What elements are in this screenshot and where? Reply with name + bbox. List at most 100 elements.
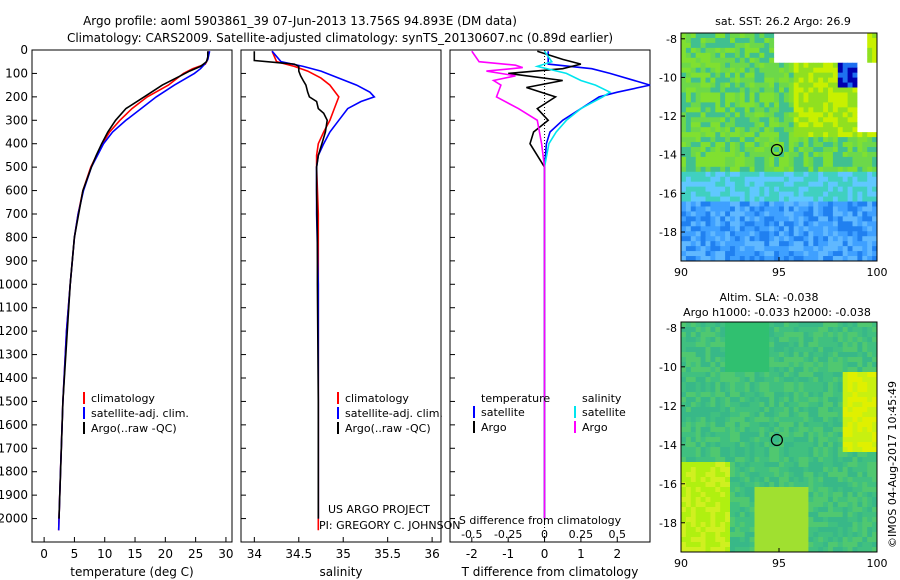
map-cell <box>681 402 687 408</box>
map-cell <box>808 492 814 498</box>
map-cell <box>793 112 799 118</box>
map-cell <box>720 132 726 138</box>
map-cell <box>734 327 741 333</box>
map-cell <box>695 507 701 513</box>
map-cell <box>828 447 834 453</box>
y-tick-label: -10 <box>659 361 677 374</box>
map-cell <box>798 402 804 408</box>
map-cell <box>705 492 711 498</box>
map-cell <box>710 437 716 443</box>
map-cell <box>690 337 697 343</box>
map-cell <box>769 382 775 388</box>
map-cell <box>847 161 853 168</box>
map-cell <box>793 342 799 348</box>
map-cell <box>720 92 726 98</box>
map-cell <box>685 497 692 503</box>
map-cell <box>730 221 736 227</box>
map-cell <box>744 392 750 398</box>
map-cell <box>798 166 804 173</box>
map-cell <box>852 62 858 69</box>
map-cell <box>720 77 726 83</box>
map-cell <box>769 367 775 373</box>
map-cell <box>774 231 780 237</box>
map-cell <box>813 156 819 163</box>
map-cell <box>847 452 853 458</box>
map-cell <box>798 437 804 443</box>
map-cell <box>759 226 765 232</box>
map-cell <box>808 236 814 242</box>
map-cell <box>832 156 839 163</box>
map-cell <box>769 362 775 368</box>
map-cell <box>852 497 858 503</box>
map-cell <box>734 397 741 403</box>
map-cell <box>828 77 834 83</box>
map-cell <box>828 512 834 518</box>
map-cell <box>867 117 873 123</box>
map-cell <box>710 151 716 158</box>
map-cell <box>749 127 755 133</box>
y-tick-label: -14 <box>659 439 677 452</box>
map-cell <box>774 42 780 49</box>
map-cell <box>813 37 819 44</box>
map-cell <box>837 37 844 44</box>
map-cell <box>813 132 819 138</box>
map-cell <box>828 487 834 493</box>
map-cell <box>700 362 706 368</box>
map-cell <box>852 422 858 428</box>
map-cell <box>837 82 844 88</box>
map-cell <box>695 37 701 44</box>
map-cell <box>725 522 731 528</box>
map-cell <box>828 132 834 138</box>
map-cell <box>749 407 755 413</box>
map-cell <box>857 347 863 353</box>
map-cell <box>837 57 844 64</box>
difference-lines <box>471 50 651 542</box>
map-cell <box>847 322 853 328</box>
map-cell <box>690 352 697 358</box>
map-cell <box>788 97 795 103</box>
map-cell <box>788 362 795 368</box>
map-cell <box>783 402 790 408</box>
map-cell <box>783 122 790 128</box>
map-cell <box>818 196 824 202</box>
map-cell <box>734 352 741 358</box>
map-cell <box>705 337 711 343</box>
map-cell <box>754 537 760 543</box>
map-cell <box>798 482 804 488</box>
map-cell <box>823 117 829 123</box>
map-cell <box>852 231 858 237</box>
map-cell <box>720 427 726 433</box>
map-cell <box>705 537 711 543</box>
map-cell <box>857 367 863 373</box>
map-cell <box>730 437 736 443</box>
map-cell <box>710 532 716 538</box>
map-cell <box>798 412 804 418</box>
map-cell <box>739 92 746 98</box>
map-cell <box>847 397 853 403</box>
map-cell <box>813 542 819 548</box>
map-cell <box>681 387 687 393</box>
map-cell <box>847 357 853 363</box>
map-cell <box>872 507 878 513</box>
map-cell <box>720 87 726 93</box>
map-cell <box>832 181 839 188</box>
map-cell <box>749 362 755 368</box>
map-cell <box>798 337 804 343</box>
map-cell <box>764 452 770 458</box>
map-cell <box>793 327 799 333</box>
map-cell <box>764 532 770 538</box>
map-cell <box>769 107 775 113</box>
map-cell <box>798 332 804 338</box>
map-cell <box>872 151 878 158</box>
map-cell <box>739 241 746 247</box>
map-cell <box>842 112 848 118</box>
map-cell <box>832 246 839 252</box>
map-cell <box>872 352 878 358</box>
map-cell <box>725 161 731 168</box>
map-cell <box>734 147 741 153</box>
map-cell <box>779 256 785 262</box>
map-cell <box>842 322 848 328</box>
map-cell <box>862 82 868 88</box>
map-cell <box>690 87 697 93</box>
map-cell <box>754 432 760 438</box>
